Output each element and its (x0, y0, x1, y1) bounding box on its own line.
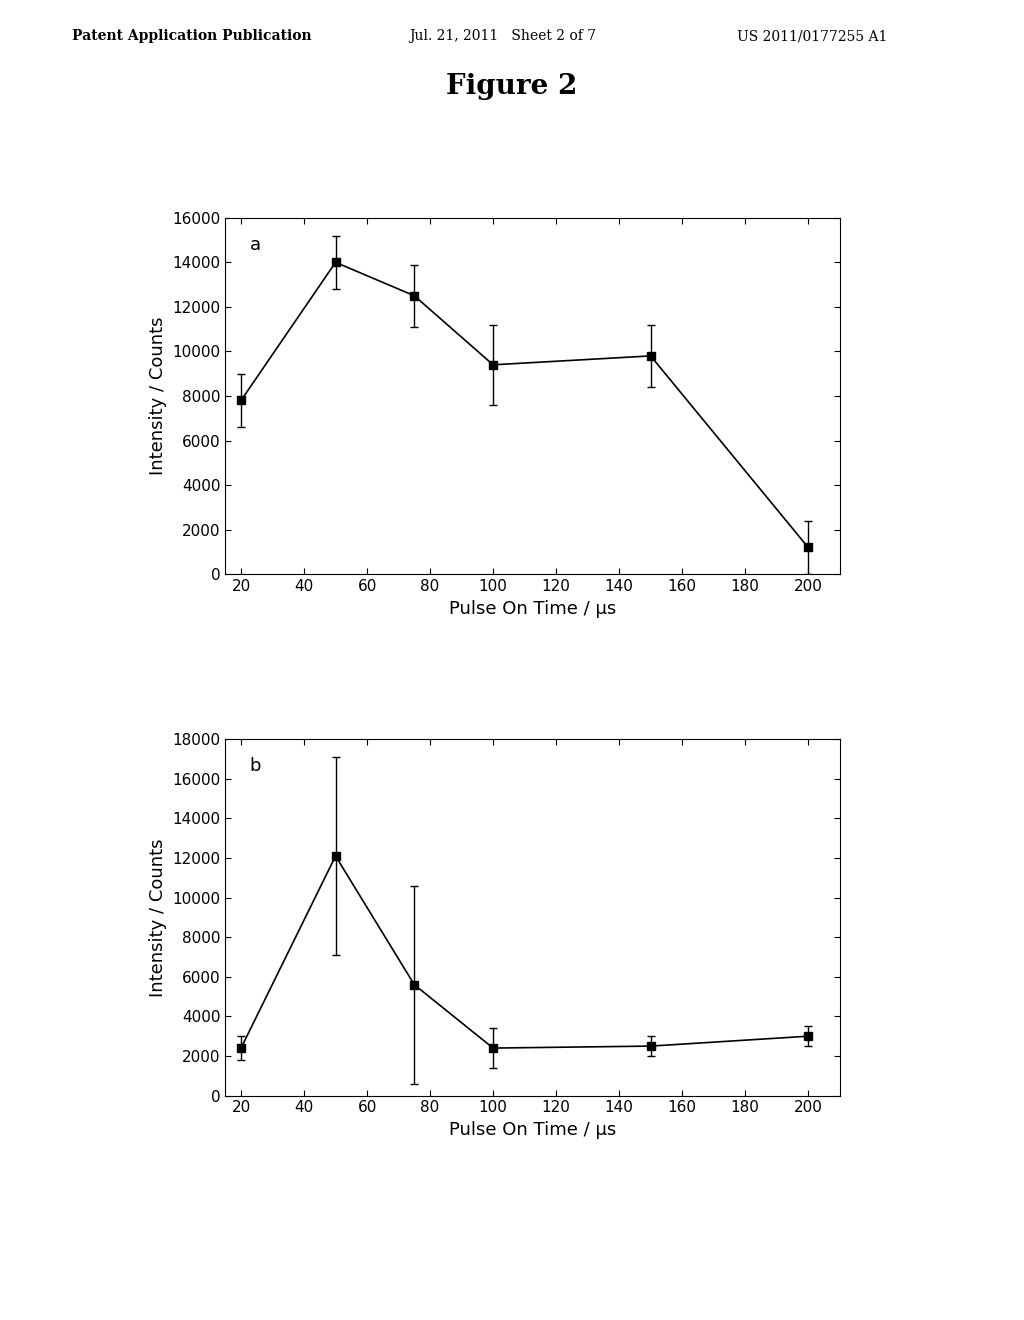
Text: Figure 2: Figure 2 (446, 73, 578, 99)
Text: US 2011/0177255 A1: US 2011/0177255 A1 (737, 29, 888, 44)
Y-axis label: Intensity / Counts: Intensity / Counts (148, 838, 167, 997)
Text: Jul. 21, 2011   Sheet 2 of 7: Jul. 21, 2011 Sheet 2 of 7 (410, 29, 597, 44)
Y-axis label: Intensity / Counts: Intensity / Counts (148, 317, 167, 475)
Text: Patent Application Publication: Patent Application Publication (72, 29, 311, 44)
X-axis label: Pulse On Time / μs: Pulse On Time / μs (449, 1121, 616, 1139)
X-axis label: Pulse On Time / μs: Pulse On Time / μs (449, 599, 616, 618)
Text: b: b (250, 756, 261, 775)
Text: a: a (250, 235, 261, 253)
